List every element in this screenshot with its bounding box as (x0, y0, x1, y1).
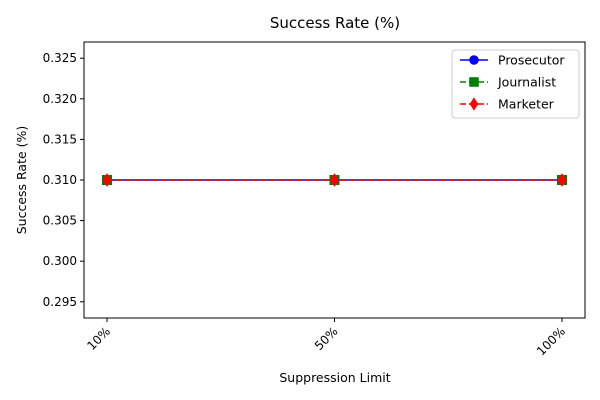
chart-title: Success Rate (%) (270, 14, 400, 32)
legend-box (451, 49, 580, 119)
y-axis-label: Success Rate (%) (14, 126, 29, 235)
data-point-marketer-2 (557, 173, 567, 187)
y-tick-label-5: 0.320 (43, 92, 77, 106)
legend-label-prosecutor: Prosecutor (498, 53, 565, 68)
data-point-marketer-0 (102, 173, 112, 187)
legend-marker-marketer (469, 97, 479, 111)
x-axis-label: Suppression Limit (279, 370, 390, 385)
legend-marker-prosecutor (469, 55, 479, 65)
legend-label-marketer: Marketer (498, 97, 555, 112)
x-tick-label-0: 10% (84, 324, 113, 353)
data-point-marketer-1 (329, 173, 340, 187)
y-tick-label-6: 0.325 (43, 51, 77, 65)
legend-label-journalist: Journalist (497, 75, 556, 90)
x-tick-label-2: 100% (534, 324, 568, 358)
y-tick-label-3: 0.310 (43, 173, 77, 187)
y-tick-label-2: 0.305 (43, 214, 77, 228)
y-tick-label-1: 0.300 (43, 254, 77, 268)
y-tick-label-4: 0.315 (43, 132, 77, 146)
x-tick-label-1: 50% (312, 324, 341, 353)
legend: Prosecutor Journalist Marketer (451, 49, 580, 119)
y-tick-label-0: 0.295 (43, 295, 77, 309)
legend-marker-journalist (469, 77, 479, 87)
